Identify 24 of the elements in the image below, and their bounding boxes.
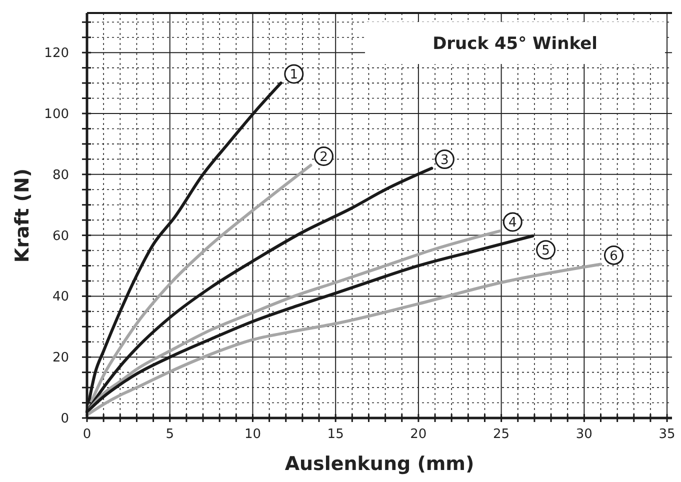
series-label: 1 <box>290 68 298 83</box>
series-label: 3 <box>440 152 449 168</box>
y-tick-label: 100 <box>44 107 69 122</box>
x-tick-label: 15 <box>327 427 344 442</box>
y-tick-label: 60 <box>52 228 69 244</box>
x-axis-title: Auslenkung (mm) <box>284 453 474 475</box>
y-tick-label: 20 <box>52 350 69 366</box>
series-label: 6 <box>610 248 618 264</box>
series-label: 2 <box>320 150 328 165</box>
series-label: 4 <box>508 216 517 231</box>
x-tick-label: 0 <box>82 427 92 442</box>
y-tick-label: 80 <box>52 168 69 183</box>
x-tick-label: 10 <box>244 427 261 442</box>
y-axis-title: Kraft (N) <box>12 168 34 263</box>
x-tick-label: 5 <box>166 427 174 442</box>
x-tick-label: 25 <box>493 427 510 442</box>
x-tick-label: 35 <box>658 427 676 442</box>
x-tick-label: 30 <box>576 427 592 442</box>
y-tick-label: 40 <box>52 290 69 305</box>
y-tick-label: 120 <box>44 46 69 62</box>
series-label: 5 <box>542 243 550 258</box>
x-tick-label: 20 <box>410 427 427 442</box>
text: Druck 45° Winkel <box>432 34 598 54</box>
y-tick-label: 0 <box>60 412 69 427</box>
